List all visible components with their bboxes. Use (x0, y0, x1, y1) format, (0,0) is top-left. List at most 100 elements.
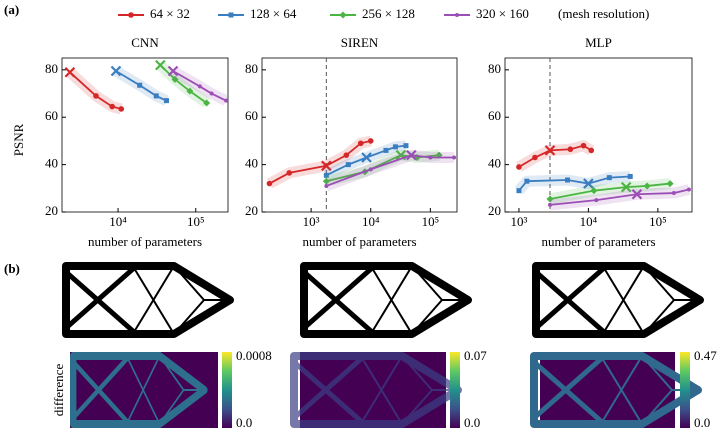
marker (428, 155, 433, 160)
y-tick-label: 60 (45, 108, 58, 123)
marker (339, 11, 347, 19)
highlight-marker (155, 59, 166, 71)
panel-label: (b) (4, 261, 20, 276)
marker (203, 99, 211, 107)
marker (209, 91, 214, 96)
x-tick-label: 10³ (510, 214, 527, 229)
y-tick-label: 60 (245, 108, 258, 123)
y-axis-label: PSNR (11, 123, 26, 156)
x-tick-label: 10⁴ (109, 214, 127, 229)
plots: CNN number of parameters PSNR 20 40 60 80 10⁴ 10… (11, 35, 693, 249)
marker (153, 93, 159, 99)
colorbar-min: 0.0 (236, 415, 252, 430)
series-line (172, 70, 227, 102)
highlight-marker (544, 145, 556, 156)
marker (368, 167, 373, 172)
y-tick-label: 60 (488, 108, 501, 123)
y-tick-label: 40 (488, 156, 501, 171)
highlight-marker (64, 66, 76, 78)
marker (606, 175, 612, 181)
highlight-marker (631, 188, 643, 200)
marker (322, 177, 330, 185)
marker (516, 188, 522, 194)
marker (128, 12, 134, 18)
truss-image (66, 266, 230, 334)
chart-title: MLP (585, 35, 612, 50)
series-line (159, 64, 208, 104)
x-tick-label: 10⁵ (422, 214, 440, 229)
legend-note: (mesh resolution) (558, 6, 649, 21)
x-tick-label: 10⁵ (187, 214, 205, 229)
marker (452, 155, 457, 160)
highlight-marker (110, 65, 122, 77)
x-axis-label: number of parameters (541, 234, 655, 249)
heatmaps: 0.0008 0.0 0.07 0.0 0.47 0.0 difference (51, 348, 717, 430)
legend-label: 256 × 128 (362, 6, 415, 21)
y-tick-label: 40 (245, 156, 258, 171)
difference-label: difference (51, 364, 66, 417)
marker (286, 170, 293, 176)
marker (163, 98, 169, 104)
marker (324, 183, 329, 188)
legend-label: 64 × 32 (150, 6, 190, 21)
marker (590, 187, 598, 195)
colorbar-max: 0.07 (464, 348, 487, 363)
highlight-marker (406, 149, 417, 161)
colorbar-min: 0.0 (694, 415, 710, 430)
marker (345, 162, 351, 168)
x-tick-label: 10³ (303, 214, 320, 229)
legend-label: 320 × 160 (476, 6, 529, 21)
marker (137, 82, 143, 88)
colorbar (222, 352, 232, 428)
marker (580, 142, 587, 149)
plot: MLP number of parameters 20 40 60 80 10³ 10⁴ 10⁵ (488, 35, 693, 249)
marker (383, 147, 389, 153)
marker (403, 143, 409, 149)
plot-frame (261, 57, 458, 213)
y-tick-label: 80 (45, 61, 58, 76)
marker (532, 154, 538, 161)
band (516, 140, 595, 172)
highlight-marker (167, 65, 179, 77)
y-tick-label: 80 (245, 61, 258, 76)
plot: SIREN number of parameters 20 40 60 80 10³ 10⁴ 1… (245, 35, 458, 249)
marker (666, 180, 674, 188)
marker (627, 173, 633, 179)
highlight-marker (361, 152, 372, 163)
marker (93, 93, 99, 99)
marker (224, 98, 229, 103)
band (66, 68, 123, 115)
marker (548, 202, 553, 207)
plot: CNN number of parameters PSNR 20 40 60 80 10⁴ 10… (11, 35, 229, 249)
marker (186, 87, 194, 95)
marker (392, 144, 398, 150)
x-axis-label: number of parameters (302, 234, 416, 249)
highlight-marker (321, 160, 332, 172)
marker (343, 152, 350, 158)
marker (686, 187, 691, 192)
y-tick-label: 80 (488, 61, 501, 76)
colorbar (680, 352, 690, 428)
plot-frame (504, 57, 693, 213)
series-line (69, 71, 122, 110)
colorbar-max: 0.47 (694, 348, 717, 363)
marker (228, 12, 234, 18)
highlight-marker (583, 178, 594, 189)
marker (266, 180, 273, 187)
marker (524, 178, 530, 184)
marker (546, 195, 554, 203)
marker (357, 140, 364, 147)
y-tick-label: 40 (45, 156, 58, 171)
x-tick-label: 10⁵ (649, 214, 667, 229)
marker (367, 138, 374, 144)
marker (588, 147, 595, 154)
chart-title: CNN (131, 35, 159, 50)
x-tick-label: 10⁴ (580, 214, 598, 229)
marker (197, 84, 202, 89)
legend: 64 × 32 128 × 64 256 × 128 320 × 160 (mesh r… (118, 6, 649, 21)
truss-image (536, 266, 700, 334)
marker (671, 191, 676, 196)
x-tick-label: 10⁴ (362, 214, 380, 229)
truss-images (66, 266, 700, 334)
